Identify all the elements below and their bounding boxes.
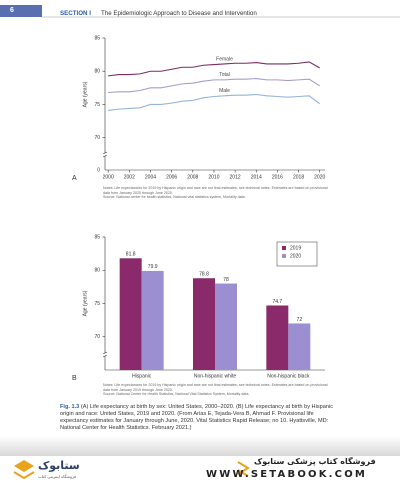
x-tick-label: 2018 [293, 174, 304, 180]
section-label: SECTION I [60, 10, 91, 17]
y-tick-label: 85 [94, 35, 100, 41]
figure-label: Fig. 1.3 [60, 404, 80, 410]
y-tick-label: 70 [94, 334, 100, 340]
y-axis-label: Age (years) [82, 81, 88, 107]
y-tick-label: 75 [94, 301, 100, 307]
series-label: Male [219, 88, 230, 94]
value-label: 74.7 [272, 299, 282, 305]
bar [141, 270, 164, 370]
series-line [108, 61, 320, 77]
value-label: 72 [297, 317, 303, 323]
logo-icon [13, 471, 35, 480]
caption-text: (A) Life expectancy at birth by sex: Uni… [60, 404, 334, 431]
x-tick-label: 2000 [103, 174, 114, 180]
series-line [108, 93, 321, 111]
value-label: 78 [223, 277, 229, 283]
value-label: 81.8 [126, 252, 136, 258]
store-url: WWW.SETABOOK.COM [206, 469, 368, 480]
legend-label: 2019 [290, 246, 301, 252]
note: Notes: Life expectancies for 2019 by His… [103, 383, 328, 392]
store-name: فروشگاه کتاب پزشکی ستابوک [254, 457, 376, 466]
x-tick-label: 2004 [145, 174, 156, 180]
source: Source: National center for health stati… [103, 195, 246, 199]
x-tick-label: 2008 [187, 174, 198, 180]
panel-label: B [72, 375, 77, 382]
footer-area [0, 456, 400, 483]
x-tick-label: 2020 [314, 174, 325, 180]
store-icon [237, 461, 250, 477]
x-tick-label: 2012 [230, 174, 241, 180]
footer-band [0, 436, 400, 456]
bar [215, 283, 237, 370]
value-label: 78.8 [199, 272, 209, 278]
page-number-box [0, 5, 42, 17]
logo-icon [14, 460, 34, 472]
note: Notes: Life expectancies for 2019 by His… [103, 186, 328, 195]
x-tick-label: Hispanic [132, 373, 152, 379]
header-title: The Epidemiologic Approach to Disease an… [101, 10, 257, 17]
x-tick-label: 2014 [251, 174, 262, 180]
legend-swatch [282, 246, 286, 250]
y-origin-label: 0 [97, 167, 100, 173]
y-tick-label: 70 [94, 135, 100, 141]
x-tick-label: Non-hispanic white [194, 373, 236, 379]
y-axis-label: Age (years) [82, 290, 88, 316]
figure-caption: Fig. 1.3 (A) Life expectancy at birth by… [60, 404, 342, 432]
y-tick-label: 80 [94, 69, 100, 75]
series-line [108, 77, 321, 94]
value-label: 79.9 [148, 264, 158, 270]
y-tick-label: 80 [94, 268, 100, 274]
bar [119, 258, 142, 370]
y-tick-label: 75 [94, 102, 100, 108]
legend-swatch [282, 254, 286, 258]
x-tick-label: 2010 [208, 174, 219, 180]
page-number: 6 [10, 7, 14, 14]
x-tick-label: 2002 [124, 174, 135, 180]
logo-text: ستابوک [38, 459, 80, 472]
logo-subtitle: فروشگاه اینترنتی کتاب [38, 474, 77, 479]
x-tick-label: Non-hispanic black [267, 373, 310, 379]
legend-label: 2020 [290, 254, 301, 260]
x-tick-label: 2006 [166, 174, 177, 180]
bar [288, 323, 311, 370]
bar [193, 278, 215, 370]
y-tick-label: 85 [94, 234, 100, 240]
series-label: Total [219, 72, 230, 78]
x-tick-label: 2016 [272, 174, 283, 180]
series-label: Female [216, 56, 233, 62]
panel-label: A [72, 175, 77, 182]
source: Source: National Center for Health Stati… [103, 392, 250, 396]
bar [266, 305, 289, 370]
